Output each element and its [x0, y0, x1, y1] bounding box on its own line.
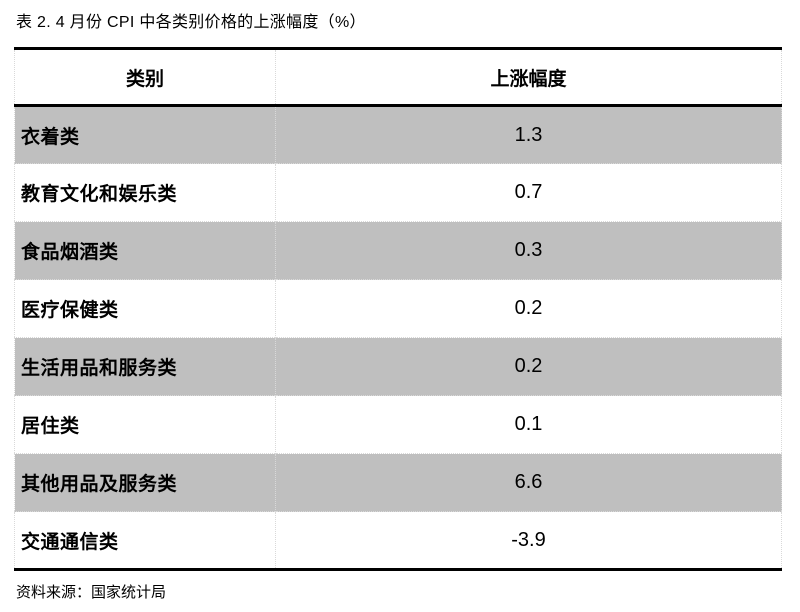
category-cell: 其他用品及服务类: [14, 453, 276, 512]
value-cell: -3.9: [275, 511, 782, 570]
table-title: 表 2. 4 月份 CPI 中各类别价格的上涨幅度（%）: [16, 14, 366, 31]
table-row: 衣着类 1.3: [14, 105, 782, 164]
value-cell: 0.7: [275, 163, 782, 222]
value-cell: 6.6: [275, 453, 782, 512]
category-cell: 衣着类: [14, 105, 276, 164]
table-header: 类别 上涨幅度: [14, 48, 782, 107]
category-cell: 生活用品和服务类: [14, 337, 276, 396]
header-category: 类别: [14, 48, 276, 107]
category-cell: 食品烟酒类: [14, 221, 276, 280]
value-cell: 0.1: [275, 395, 782, 454]
table-row: 生活用品和服务类 0.2: [14, 337, 782, 396]
category-cell: 交通通信类: [14, 511, 276, 570]
table-row: 食品烟酒类 0.3: [14, 221, 782, 280]
category-cell: 居住类: [14, 395, 276, 454]
table-row: 医疗保健类 0.2: [14, 279, 782, 338]
category-cell: 教育文化和娱乐类: [14, 163, 276, 222]
category-cell: 医疗保健类: [14, 279, 276, 338]
value-cell: 0.3: [275, 221, 782, 280]
header-value: 上涨幅度: [275, 48, 782, 107]
cpi-increase-table: 类别 上涨幅度 衣着类 1.3 教育文化和娱乐类 0.7 食品烟酒类 0.3 医…: [14, 47, 782, 571]
table-row: 交通通信类 -3.9: [14, 511, 782, 570]
value-cell: 1.3: [514, 123, 543, 146]
value-cell: 0.2: [275, 279, 782, 338]
table-body: 衣着类 1.3 教育文化和娱乐类 0.7 食品烟酒类 0.3 医疗保健类 0.2…: [14, 105, 782, 570]
header-row: 类别 上涨幅度: [14, 48, 782, 107]
table-row: 教育文化和娱乐类 0.7: [14, 163, 782, 222]
table-row: 其他用品及服务类 6.6: [14, 453, 782, 512]
table-row: 居住类 0.1: [14, 395, 782, 454]
source-note: 资料来源：国家统计局: [16, 584, 167, 601]
value-cell: 0.2: [275, 337, 782, 396]
